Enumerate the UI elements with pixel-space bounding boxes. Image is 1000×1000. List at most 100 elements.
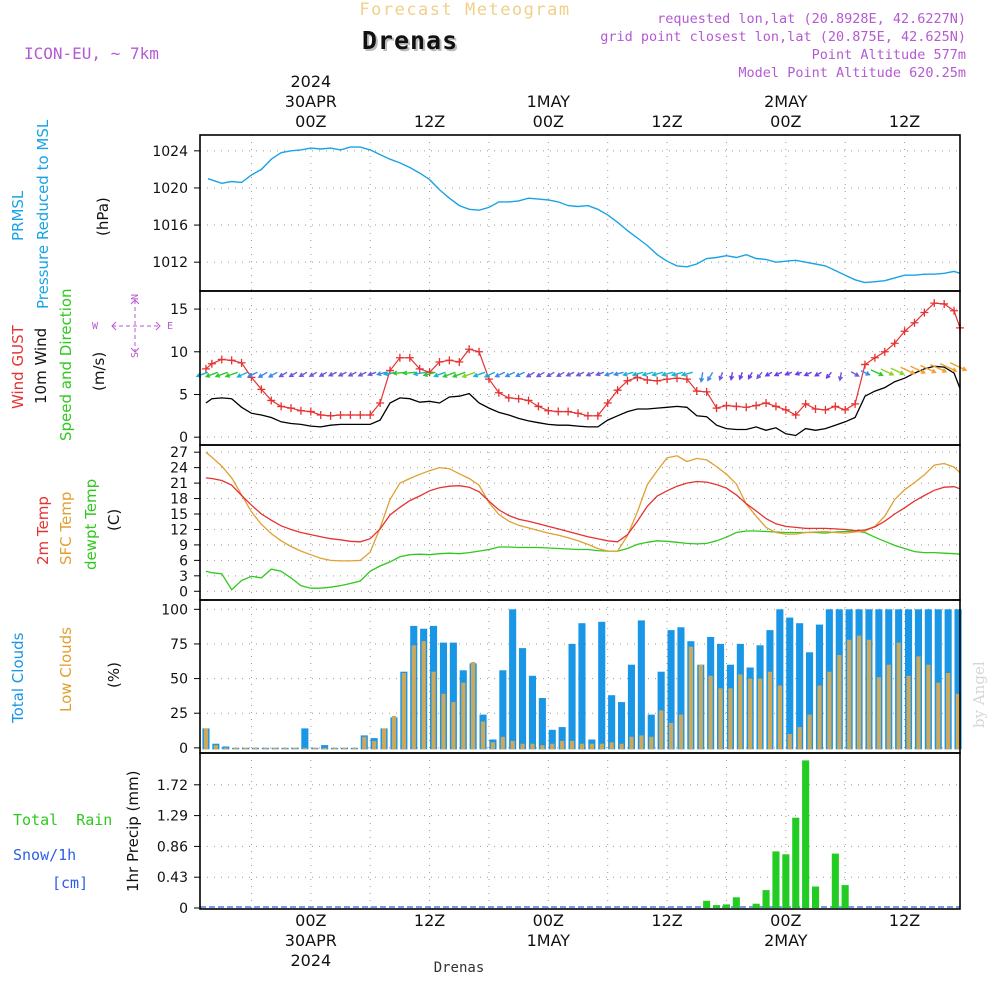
wind-gust-marker	[880, 347, 889, 356]
wind-direction-arrow	[451, 371, 466, 378]
low-cloud-bar	[659, 710, 664, 750]
wind-gust-marker	[762, 399, 771, 408]
total-cloud-bar	[637, 620, 645, 750]
ytick-clouds: 100	[161, 602, 188, 618]
total-cloud-bar	[776, 609, 784, 750]
wind-direction-arrow	[803, 371, 812, 377]
temp-unit: (C)	[105, 509, 123, 531]
low-cloud-bar	[857, 635, 862, 750]
total-cloud-bar	[667, 630, 675, 750]
wind-gust-marker	[682, 375, 691, 384]
low-cloud-bar	[411, 645, 416, 750]
low-cloud-bar	[936, 682, 941, 750]
low-cloud-bar	[273, 747, 278, 750]
rain-bar	[792, 817, 800, 908]
wind-direction-arrow	[910, 365, 927, 374]
wind-direction-arrow	[535, 371, 545, 378]
wind-gust-marker	[445, 356, 454, 365]
ytick-temp: 12	[170, 522, 188, 538]
low-cloud-bar	[530, 743, 535, 750]
wind-direction-arrow	[860, 370, 871, 376]
low-cloud-bar	[322, 747, 327, 750]
wind-gust-marker	[336, 410, 345, 419]
data-layer	[195, 146, 968, 908]
ytick-clouds: 25	[170, 706, 188, 722]
ytick-temp: 6	[179, 553, 188, 569]
clouds-total-label: Total Clouds	[9, 632, 27, 724]
wind-direction-arrow	[949, 362, 968, 372]
ytick-pressure: 1020	[152, 181, 188, 197]
wind-direction-arrow	[870, 369, 884, 377]
wind-direction-arrow	[880, 368, 895, 376]
compass-rose: N S W E	[92, 294, 173, 358]
clouds-low-label: Low Clouds	[57, 627, 75, 712]
wind-direction-arrow	[747, 371, 753, 380]
wind-gust-marker	[692, 387, 701, 396]
wind-gust-marker	[940, 299, 949, 308]
wind-gust-marker	[593, 411, 602, 420]
precip-unit: 1hr Precip (mm)	[124, 771, 142, 892]
wind-direction-arrow	[939, 362, 958, 372]
total-cloud-bar	[796, 623, 804, 750]
wind-gust-marker	[712, 404, 721, 413]
wind-direction-arrow	[298, 371, 308, 378]
wind-gust-marker	[346, 410, 355, 419]
total-cloud-bar	[647, 714, 655, 750]
ytick-precip: 1.72	[157, 778, 188, 794]
wind-direction-arrow	[837, 372, 843, 382]
wind-gust-marker	[316, 410, 325, 419]
wind-direction-arrow	[267, 371, 278, 378]
wind-direction-arrow	[504, 371, 515, 378]
dewpoint-line	[205, 530, 961, 591]
rain-bar	[762, 890, 770, 908]
ytick-precip: 1.29	[157, 809, 188, 825]
wind-gust-marker	[801, 399, 810, 408]
compass-west: W	[92, 321, 99, 332]
rain-bar	[841, 885, 849, 908]
wind-gust-label: Wind GUST	[9, 324, 27, 409]
precip-rain-label: Total Rain	[13, 811, 112, 829]
wind-direction-arrow	[367, 371, 377, 377]
ytick-clouds: 0	[179, 741, 188, 757]
low-cloud-bar	[292, 747, 298, 750]
low-cloud-bar	[391, 716, 397, 750]
wind-gust-marker	[851, 399, 860, 408]
ytick-wind: 0	[179, 430, 188, 446]
wind-gust-marker	[920, 308, 929, 317]
total-cloud-bar	[558, 727, 566, 750]
total-cloud-bar	[578, 623, 586, 750]
wind-direction-arrow	[214, 371, 228, 378]
grid-point-coords: grid point closest lon,lat (20.875E, 42.…	[600, 29, 966, 45]
wind-direction-arrow	[483, 371, 496, 378]
location-title: Drenas	[362, 26, 458, 55]
wind-direction-arrow	[318, 371, 328, 377]
total-cloud-bar	[608, 695, 616, 750]
low-cloud-bar	[678, 714, 684, 750]
total-cloud-bar	[519, 648, 527, 750]
wind-direction-arrow	[412, 371, 426, 377]
wind-direction-arrow	[376, 371, 387, 377]
compass-north: N	[130, 294, 141, 300]
pressure-unit: (hPa)	[94, 197, 112, 236]
wind-title: Wind GUST 10m Wind Speed and Direction (…	[9, 288, 173, 441]
wind-gust-marker	[732, 402, 741, 411]
low-cloud-bar	[540, 745, 545, 750]
ytick-temp: 21	[170, 476, 188, 492]
wind-gust-marker	[811, 404, 820, 413]
wind-gust-marker	[791, 410, 800, 419]
wind-gust-marker	[287, 404, 296, 413]
time-label: 00Z	[770, 112, 801, 131]
rain-bar	[831, 853, 839, 908]
low-cloud-bar	[362, 736, 367, 750]
low-cloud-bar	[718, 688, 723, 750]
rain-bar	[713, 905, 721, 908]
wind-direction-arrow	[920, 364, 937, 374]
time-label: 00Z	[770, 911, 801, 930]
low-cloud-bar	[767, 671, 773, 750]
ytick-clouds: 75	[170, 637, 188, 653]
low-cloud-bar	[382, 728, 387, 750]
low-cloud-bar	[490, 742, 495, 750]
total-cloud-bar	[499, 670, 507, 750]
wind-direction-arrow	[738, 372, 744, 381]
